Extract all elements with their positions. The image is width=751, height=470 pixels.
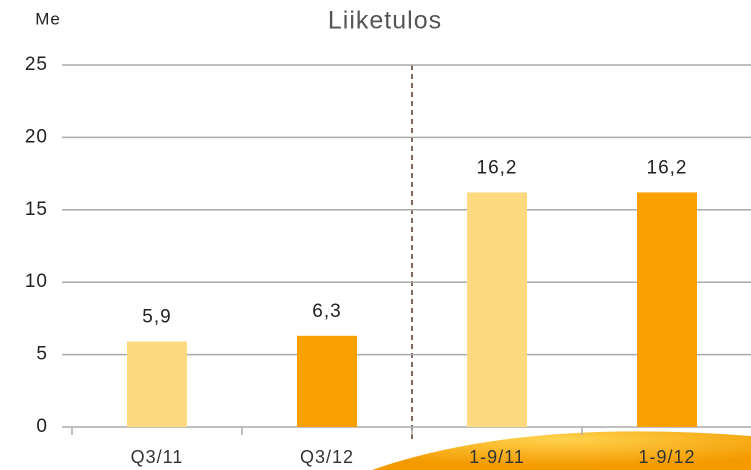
bar [297, 335, 357, 427]
y-tick-label: 15 [25, 199, 48, 220]
bar [637, 192, 697, 427]
x-tick-label: Q3/12 [300, 447, 354, 467]
x-tick-label: 1-9/11 [469, 447, 525, 467]
y-tick-label: 0 [36, 416, 48, 437]
y-axis-label: Me [35, 9, 61, 28]
y-tick-label: 25 [25, 54, 48, 75]
x-tick-label: 1-9/12 [638, 447, 695, 467]
y-tick-label: 5 [36, 344, 48, 365]
sun-decoration [372, 431, 751, 470]
bar [127, 341, 187, 427]
chart-title: Liiketulos [328, 7, 442, 35]
data-label: 16,2 [647, 157, 688, 178]
bar [467, 192, 527, 427]
data-label: 6,3 [312, 301, 341, 322]
y-tick-label: 20 [25, 126, 48, 147]
y-tick-label: 10 [25, 271, 48, 292]
data-label: 5,9 [142, 307, 171, 328]
x-tick-label: Q3/11 [131, 447, 184, 467]
data-label: 16,2 [477, 157, 518, 178]
